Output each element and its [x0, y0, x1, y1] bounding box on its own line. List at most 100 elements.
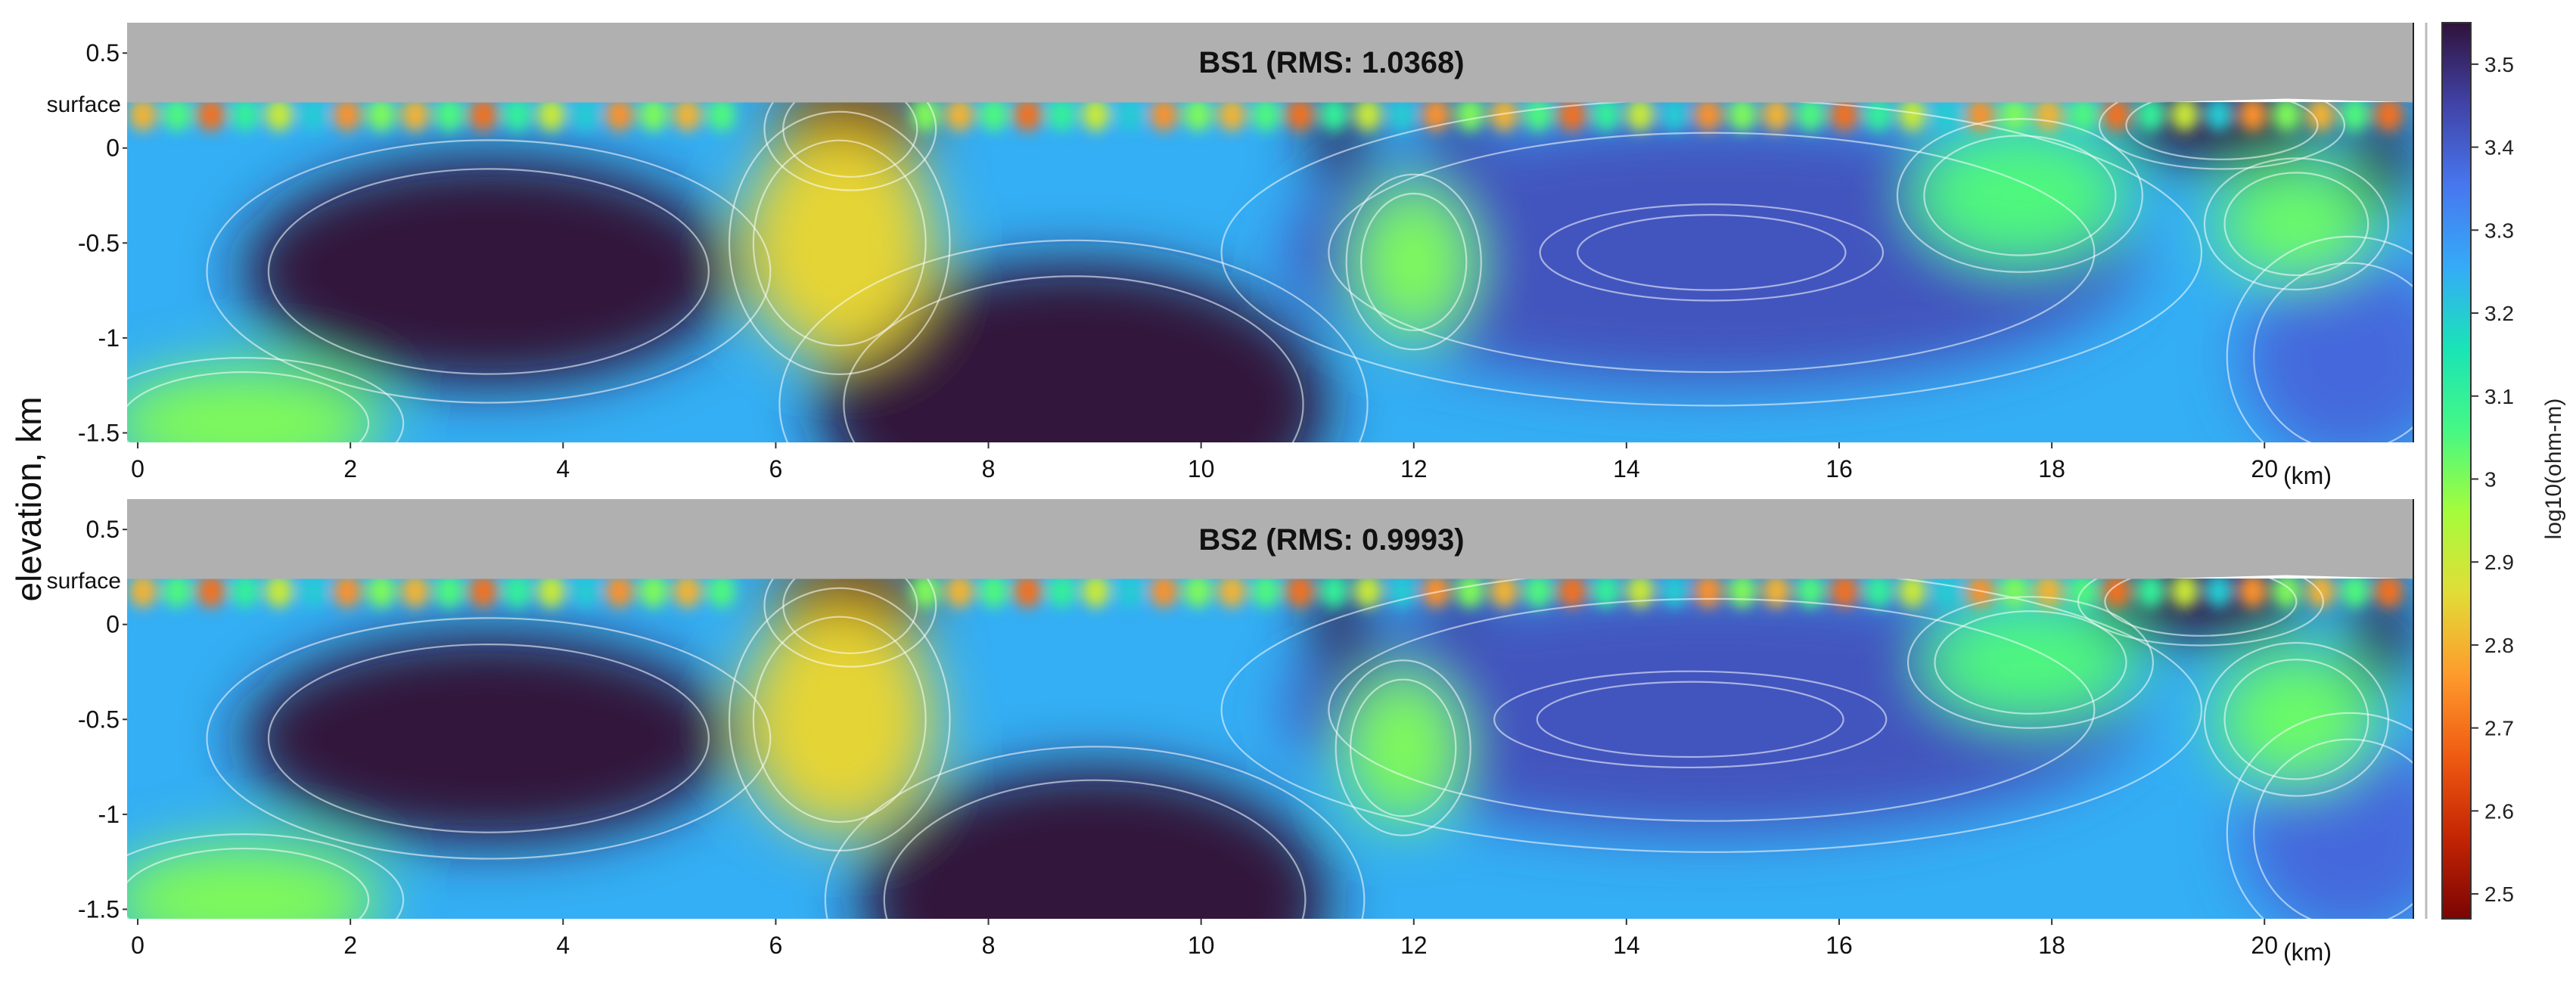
near-surface-cell	[1932, 578, 1961, 608]
near-surface-cell	[197, 102, 225, 132]
near-surface-cell	[1694, 102, 1723, 132]
contour-line	[1906, 596, 2155, 729]
near-surface-cell	[435, 578, 464, 608]
colorbar-tick-label: 2.7	[2484, 717, 2514, 740]
near-surface-cell	[1150, 578, 1178, 608]
contour-line	[1896, 118, 2143, 273]
near-surface-cell	[946, 578, 974, 608]
near-surface-cell	[2136, 578, 2165, 608]
contour-line	[2203, 157, 2389, 291]
colorbar-gradient	[2441, 22, 2472, 920]
near-surface-cell	[299, 102, 328, 132]
near-surface-cell	[1218, 102, 1246, 132]
near-surface-cell	[639, 102, 668, 132]
near-surface-cell	[1116, 578, 1144, 608]
colorbar-tick-label: 3	[2484, 467, 2497, 491]
near-surface-cell	[1524, 578, 1552, 608]
contour-line	[763, 102, 937, 191]
y-tick-label: 0	[106, 135, 120, 162]
anomaly-resistive	[2354, 578, 2408, 691]
near-surface-cell	[946, 102, 974, 132]
near-surface-cell	[469, 578, 498, 608]
x-tick-label: 8	[982, 455, 996, 482]
near-surface-cell	[1150, 102, 1178, 132]
colorbar: 3.5 3.4 3.3 3.2 3.1 3 2.9 2.8 2.7 2.6 2.5 log10(oh…	[2441, 22, 2566, 920]
near-surface-cell	[1116, 102, 1144, 132]
near-surface-cell	[605, 578, 634, 608]
contour-line	[2253, 738, 2413, 919]
near-surface-cell	[1524, 102, 1552, 132]
contour-line	[1220, 578, 2202, 853]
contour-line	[2104, 578, 2298, 637]
near-surface-cell	[571, 102, 600, 132]
contour-line	[1345, 173, 1482, 351]
near-surface-cell	[2273, 102, 2301, 132]
near-surface-cell	[333, 102, 362, 132]
near-surface-cell	[1354, 578, 1382, 608]
near-surface-cell	[1252, 102, 1280, 132]
near-surface-cell	[1184, 102, 1212, 132]
near-surface-cell	[401, 578, 430, 608]
contour-line	[1493, 670, 1888, 769]
x-tick-label: 10	[1188, 455, 1215, 482]
near-surface-cell	[1388, 102, 1416, 132]
contour-line	[883, 779, 1307, 919]
colorbar-tick-label: 2.6	[2484, 799, 2514, 823]
y-tick-label: -0.5	[78, 706, 120, 733]
x-tick-label: 2	[343, 455, 357, 482]
y-tick-label: -1.5	[78, 419, 120, 446]
near-surface-cell	[503, 102, 532, 132]
anomaly-intermediate	[1355, 185, 1473, 338]
contour-line	[127, 357, 405, 442]
x-tick-label: 4	[556, 455, 570, 482]
near-surface-cell	[1898, 578, 1927, 608]
x-tick-label: 14	[1613, 455, 1640, 482]
near-surface-cell	[435, 102, 464, 132]
near-surface-cell	[1354, 102, 1382, 132]
contour-line	[728, 110, 951, 375]
contour-line	[1328, 132, 2096, 374]
topography-mask	[127, 499, 2413, 579]
contour-line	[127, 848, 370, 919]
near-surface-cell	[605, 102, 634, 132]
colorbar-label: log10(ohm-m)	[2541, 399, 2566, 540]
near-surface-cell	[1830, 102, 1859, 132]
resistivity-field	[127, 102, 2413, 442]
near-surface-cell	[129, 578, 157, 608]
colorbar-ticks: 3.5 3.4 3.3 3.2 3.1 3 2.9 2.8 2.7 2.6 2.5	[2471, 53, 2514, 906]
y-tick-label: 0.5	[86, 516, 120, 543]
colorbar-tick-label: 2.8	[2484, 634, 2514, 657]
near-surface-band	[129, 102, 2403, 132]
x-tick-label: 12	[1400, 455, 1428, 482]
contour-line	[1328, 597, 2096, 822]
near-surface-cell	[2068, 102, 2097, 132]
near-surface-cell	[2273, 578, 2301, 608]
y-tick-label: -1.5	[78, 895, 120, 923]
near-surface-cell	[1626, 578, 1655, 608]
anomaly-conductive	[127, 842, 383, 919]
surface-label: surface	[47, 92, 121, 117]
x-ticks: 0 2 4 6 8 10 12 14 16 18 20	[131, 919, 2278, 959]
near-surface-cell	[2375, 578, 2403, 608]
x-tick-label: 14	[1613, 932, 1640, 959]
contour-line	[2099, 102, 2345, 170]
near-surface-cell	[163, 578, 191, 608]
x-axis-unit-label: (km)	[2283, 938, 2332, 966]
near-surface-cell	[367, 102, 396, 132]
contour-line	[1934, 610, 2127, 715]
near-surface-cell	[2034, 578, 2063, 608]
contour-line	[267, 644, 710, 833]
near-surface-cell	[571, 578, 600, 608]
near-surface-cell	[129, 102, 157, 132]
near-surface-cell	[2239, 578, 2267, 608]
near-surface-cell	[2239, 102, 2267, 132]
colorbar-tick-label: 3.4	[2484, 136, 2514, 160]
near-surface-cell	[2000, 578, 2029, 608]
contour-line	[1539, 203, 1885, 302]
near-surface-cell	[980, 102, 1008, 132]
near-surface-cell	[1796, 102, 1825, 132]
contour-line	[2223, 659, 2369, 780]
anomaly-conductive	[744, 129, 936, 357]
near-surface-cell	[1762, 102, 1791, 132]
contour-line	[1360, 192, 1468, 331]
